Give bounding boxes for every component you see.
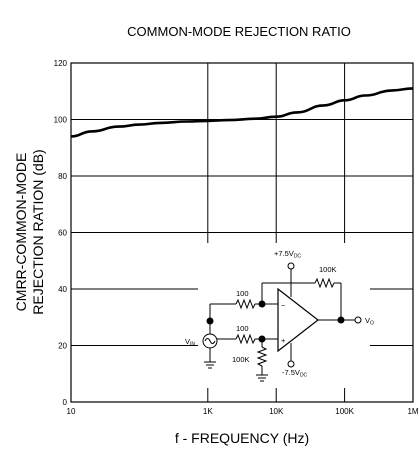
y-axis-label: CMRR-COMMON-MODE REJECTION RATION (dB) xyxy=(13,149,46,314)
y-axis-label-line2: REJECTION RATION (dB) xyxy=(30,149,46,314)
sine-icon xyxy=(204,338,216,344)
x-tick-label: 1K xyxy=(203,407,213,416)
y-tick-label: 60 xyxy=(58,229,67,238)
output-terminal xyxy=(354,316,362,324)
y-tick-label: 80 xyxy=(58,172,67,181)
y-tick-label: 20 xyxy=(58,342,67,351)
inv-input-resistor xyxy=(235,298,256,310)
opamp-plus-sign: + xyxy=(281,336,286,345)
x-tick-label: 100K xyxy=(335,407,354,416)
noninv-input-resistor xyxy=(235,333,256,345)
x-tick-label: 10K xyxy=(269,407,284,416)
ground-resistor-label: 100K xyxy=(232,355,250,364)
ground-resistor xyxy=(256,346,268,367)
y-tick-label: 100 xyxy=(54,116,68,125)
cmrr-series-line xyxy=(70,87,414,138)
x-tick-label: 10 xyxy=(67,407,76,416)
x-axis-label: f - FREQUENCY (Hz) xyxy=(175,430,309,446)
inv-resistor-label: 100 xyxy=(236,289,249,298)
vpos-label: +7.5VDC xyxy=(274,249,301,260)
opamp-minus-sign: − xyxy=(281,301,286,310)
inv-input-node xyxy=(258,300,266,308)
noninv-resistor-label: 100 xyxy=(236,324,249,333)
y-tick-label: 40 xyxy=(58,285,67,294)
feedback-resistor-label: 100K xyxy=(319,265,337,274)
x-tick-label: 1M xyxy=(407,407,418,416)
y-axis-label-line1: CMRR-COMMON-MODE xyxy=(13,153,29,312)
y-tick-label: 120 xyxy=(54,59,68,68)
vneg-label: -7.5VDC xyxy=(282,368,308,379)
vpos-terminal xyxy=(287,262,295,270)
vo-label: VO xyxy=(365,316,374,327)
vin-label: VIN xyxy=(185,337,195,348)
circuit-labels: +7.5VDC 100K 100 100 100K -7.5VDC VIN VO… xyxy=(185,249,374,379)
op-amp-triangle xyxy=(277,287,319,353)
circuit-schematic xyxy=(202,262,362,382)
vneg-terminal xyxy=(287,360,295,368)
plot-frame xyxy=(70,62,414,403)
feedback-resistor xyxy=(314,277,335,289)
chart-title: COMMON-MODE REJECTION RATIO xyxy=(127,24,351,39)
tick-labels: 0 20 40 60 80 100 120 10 1K 10K 100K 1M xyxy=(54,59,419,416)
y-tick-label: 0 xyxy=(63,398,68,407)
